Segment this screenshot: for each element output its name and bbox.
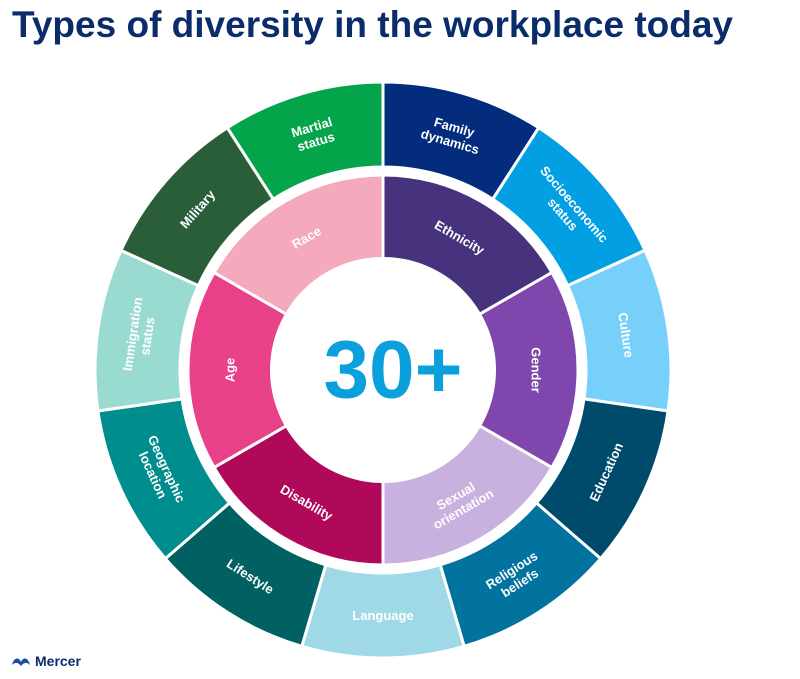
page-title: Types of diversity in the workplace toda… [12, 4, 734, 45]
outer-ring: FamilydynamicsSocioeconomicstatusCulture… [93, 80, 673, 660]
segment-label-culture: Culture [615, 312, 636, 359]
segment-label-line: status [137, 316, 157, 356]
center-circle [270, 257, 496, 483]
segment-label-line: Gender [529, 347, 544, 393]
segment-label-age: Age [223, 358, 238, 383]
center-label: 30+ [323, 325, 462, 416]
logo-text: Mercer [35, 653, 81, 669]
mercer-logo-icon [12, 658, 30, 666]
mercer-logo: Mercer [11, 653, 81, 669]
segment-label-family-dynamics: Familydynamics [419, 112, 485, 158]
segment-label-line: Culture [615, 312, 636, 359]
segment-label-line: Language [352, 608, 413, 623]
segment-label-martial-status: Martialstatus [289, 114, 338, 155]
segment-label-line: Age [223, 358, 238, 383]
inner-ring: EthnicityGenderSexualorientationDisabili… [186, 173, 580, 567]
segment-label-gender: Gender [529, 347, 544, 393]
segment-martial-status [225, 80, 385, 202]
segment-label-language: Language [352, 608, 413, 623]
